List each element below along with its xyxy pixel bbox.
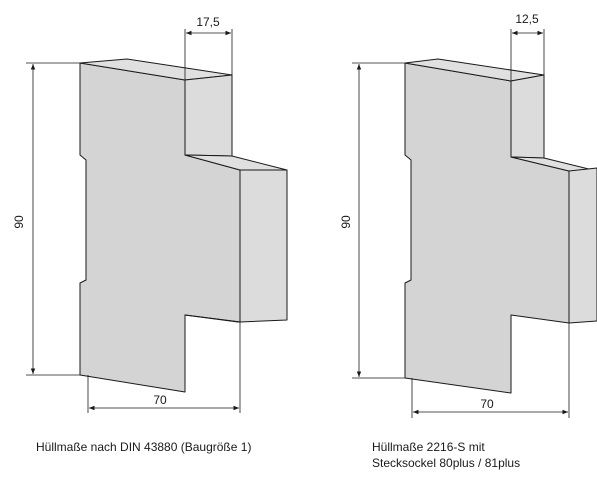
right-caption-line2: Stecksockel 80plus / 81plus: [372, 456, 521, 470]
left-caption: Hüllmaße nach DIN 43880 (Baugröße 1): [36, 440, 252, 454]
left-housing-lower-step: [184, 314, 241, 323]
right-caption: Hüllmaße 2216-S mit Stecksockel 80plus /…: [372, 439, 520, 471]
left-dim-top-label: 17,5: [196, 15, 220, 29]
left-dim-width-label: 70: [153, 393, 167, 407]
right-dimensions: [352, 29, 570, 418]
left-housing-right-side: [239, 169, 288, 323]
left-dimensions: [26, 29, 241, 413]
right-dim-top-label: 12,5: [515, 12, 539, 26]
right-caption-line1: Hüllmaße 2216-S mit: [372, 440, 485, 454]
right-housing-upper-side: [510, 74, 545, 159]
left-housing-upper-side: [184, 74, 233, 157]
left-dim-height-label: 90: [12, 215, 26, 229]
right-housing-right-side: [568, 167, 597, 324]
right-dim-width-label: 70: [480, 397, 494, 411]
left-housing: [79, 58, 288, 393]
right-dim-height-label: 90: [339, 215, 353, 229]
right-housing-step-face: [510, 156, 597, 172]
right-housing: [404, 58, 597, 394]
